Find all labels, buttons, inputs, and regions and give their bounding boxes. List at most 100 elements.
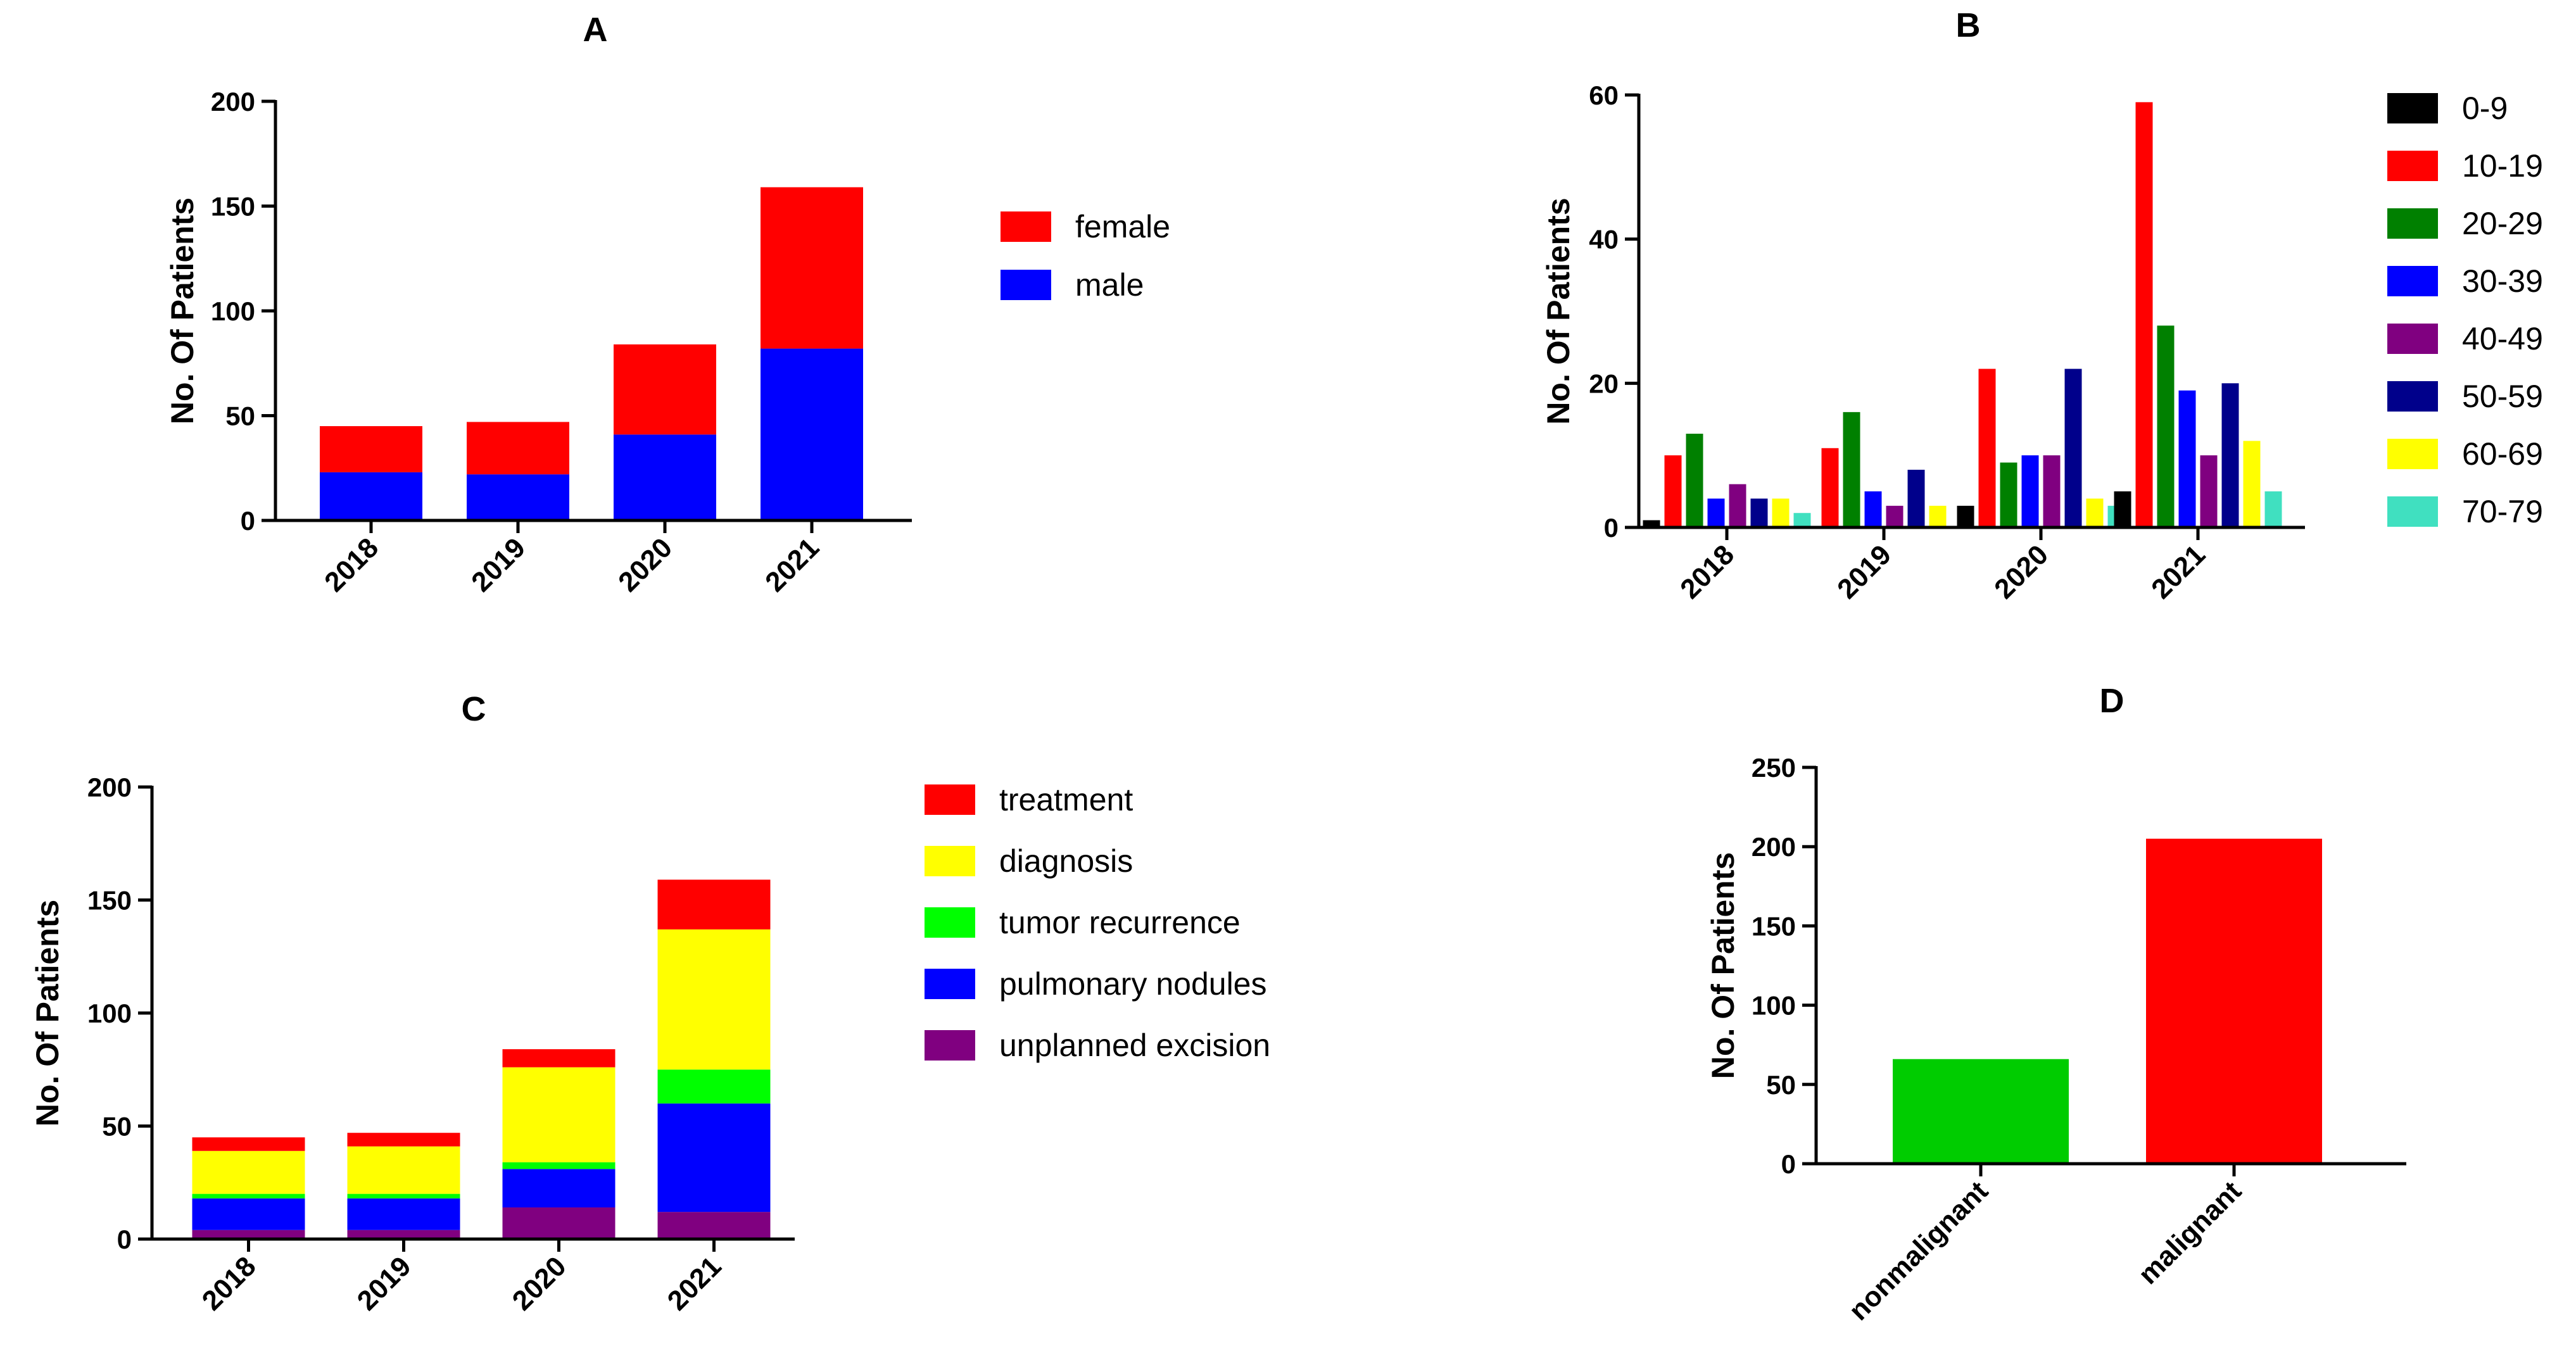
- y-axis-label: No. Of Patients: [1541, 198, 1576, 424]
- x-tick-label: malignant: [2132, 1175, 2247, 1290]
- y-tick-label: 40: [1589, 225, 1619, 255]
- bar-20-29-2018: [1686, 434, 1703, 527]
- legend-swatch: [2387, 324, 2438, 354]
- legend-swatch: [2387, 439, 2438, 469]
- panel-title: D: [2100, 682, 2125, 720]
- bar-60-69-2018: [1772, 498, 1790, 527]
- bar-female-2020: [614, 344, 716, 435]
- bar-male-2020: [614, 434, 716, 520]
- bar-nonmalignant: [1893, 1059, 2069, 1164]
- bar-40-49-2020: [2043, 455, 2061, 527]
- legend-label: tumor recurrence: [999, 905, 1241, 940]
- bar-pulmonary-nodules-2020: [502, 1169, 616, 1208]
- legend-label: 70-79: [2462, 494, 2543, 529]
- bar-20-29-2021: [2157, 325, 2175, 527]
- legend-swatch: [925, 907, 975, 938]
- panel-a: 0 50 100 150 200 A No. Of Patients 2018 2019 2020…: [165, 11, 1170, 598]
- bar-50-59-2018: [1750, 498, 1768, 527]
- bar-50-59-2019: [1907, 469, 1925, 527]
- y-tick-label: 0: [1604, 513, 1619, 543]
- y-tick-label: 0: [117, 1225, 132, 1254]
- bar-unplanned-excision-2020: [502, 1207, 616, 1239]
- y-tick-label: 200: [1752, 832, 1796, 862]
- bar-40-49-2021: [2200, 455, 2218, 527]
- legend-swatch: [2387, 208, 2438, 239]
- bar-tumor-recurrence-2020: [502, 1162, 616, 1169]
- bar-30-39-2018: [1707, 498, 1725, 527]
- legend-swatch: [925, 1030, 975, 1061]
- bar-diagnosis-2018: [192, 1150, 305, 1194]
- x-tick-label: 2018: [1674, 539, 1740, 605]
- y-tick-label: 50: [225, 401, 255, 431]
- x-tick-label: 2019: [351, 1250, 417, 1316]
- y-tick-label: 0: [1781, 1149, 1796, 1179]
- bar-pulmonary-nodules-2018: [192, 1198, 305, 1230]
- x-tick-label: 2020: [507, 1250, 572, 1316]
- bar-10-19-2018: [1664, 455, 1682, 527]
- legend-label: 10-19: [2462, 148, 2543, 184]
- y-tick-label: 150: [87, 886, 132, 916]
- bar-0-9-2018: [1643, 520, 1660, 527]
- bar-female-2018: [320, 426, 422, 472]
- bar-female-2021: [761, 187, 863, 349]
- bar-unplanned-excision-2019: [347, 1230, 460, 1239]
- bar-50-59-2021: [2221, 383, 2239, 527]
- x-tick-label: 2018: [319, 532, 384, 598]
- legend-label: 30-39: [2462, 263, 2543, 299]
- x-tick-label: 2019: [465, 532, 531, 598]
- legend-label: 20-29: [2462, 206, 2543, 241]
- x-tick-label: 2019: [1831, 539, 1897, 605]
- legend-swatch: [1001, 211, 1051, 242]
- bar-male-2019: [467, 474, 569, 520]
- legend-label: 50-59: [2462, 379, 2543, 414]
- bar-treatment-2020: [502, 1049, 616, 1067]
- bar-unplanned-excision-2018: [192, 1230, 305, 1239]
- x-tick-label: 2020: [612, 532, 678, 598]
- bar-0-9-2021: [2114, 491, 2131, 527]
- bar-malignant: [2146, 838, 2322, 1164]
- bar-pulmonary-nodules-2019: [347, 1198, 460, 1230]
- bar-70-79-2021: [2264, 491, 2282, 527]
- y-axis-label: No. Of Patients: [165, 198, 200, 424]
- legend-swatch: [2387, 266, 2438, 296]
- legend-label: diagnosis: [999, 843, 1133, 879]
- panel-c: 0 50 100 150 200 C No. Of Patients 2018 2019 2020…: [30, 690, 1270, 1316]
- bar-70-79-2018: [1793, 513, 1811, 527]
- legend-swatch: [1001, 270, 1051, 300]
- bar-20-29-2020: [2000, 462, 2017, 527]
- y-tick-label: 250: [1752, 753, 1796, 783]
- panel-d: 0 50 100 150 200 250 D No. Of Patients nonmalign…: [1705, 682, 2406, 1326]
- x-tick-label: nonmalignant: [1843, 1175, 1994, 1326]
- legend-swatch: [925, 846, 975, 876]
- bar-treatment-2019: [347, 1133, 460, 1147]
- x-tick-label: 2021: [662, 1250, 728, 1316]
- bar-50-59-2020: [2064, 368, 2082, 527]
- bar-tumor-recurrence-2018: [192, 1193, 305, 1199]
- bar-tumor-recurrence-2019: [347, 1193, 460, 1199]
- bar-0-9-2020: [1957, 505, 1974, 527]
- legend-swatch: [925, 969, 975, 999]
- x-tick-label: 2018: [196, 1250, 262, 1316]
- y-tick-label: 100: [87, 998, 132, 1028]
- bar-diagnosis-2019: [347, 1146, 460, 1194]
- panel-title: A: [583, 11, 608, 49]
- x-tick-label: 2020: [1988, 539, 2054, 605]
- bar-diagnosis-2020: [502, 1067, 616, 1162]
- y-tick-label: 20: [1589, 368, 1619, 398]
- y-axis-label: No. Of Patients: [1705, 852, 1741, 1079]
- legend-swatch: [925, 784, 975, 815]
- y-tick-label: 50: [1766, 1070, 1796, 1100]
- bar-30-39-2021: [2178, 390, 2196, 527]
- bar-30-39-2019: [1864, 491, 1882, 527]
- x-tick-label: 2021: [759, 532, 825, 598]
- panel-title: B: [1956, 6, 1981, 44]
- legend-swatch: [2387, 93, 2438, 123]
- bar-10-19-2020: [1978, 368, 1996, 527]
- y-tick-label: 150: [211, 192, 255, 222]
- bar-pulmonary-nodules-2021: [657, 1103, 771, 1212]
- y-tick-label: 100: [211, 296, 255, 326]
- legend-label: female: [1075, 209, 1170, 244]
- legend-label: unplanned excision: [999, 1028, 1270, 1063]
- bar-30-39-2020: [2021, 455, 2039, 527]
- panel-b: 0 20 40 60 B No. Of Patients 2018 2019 2020 2021 0…: [1541, 6, 2543, 605]
